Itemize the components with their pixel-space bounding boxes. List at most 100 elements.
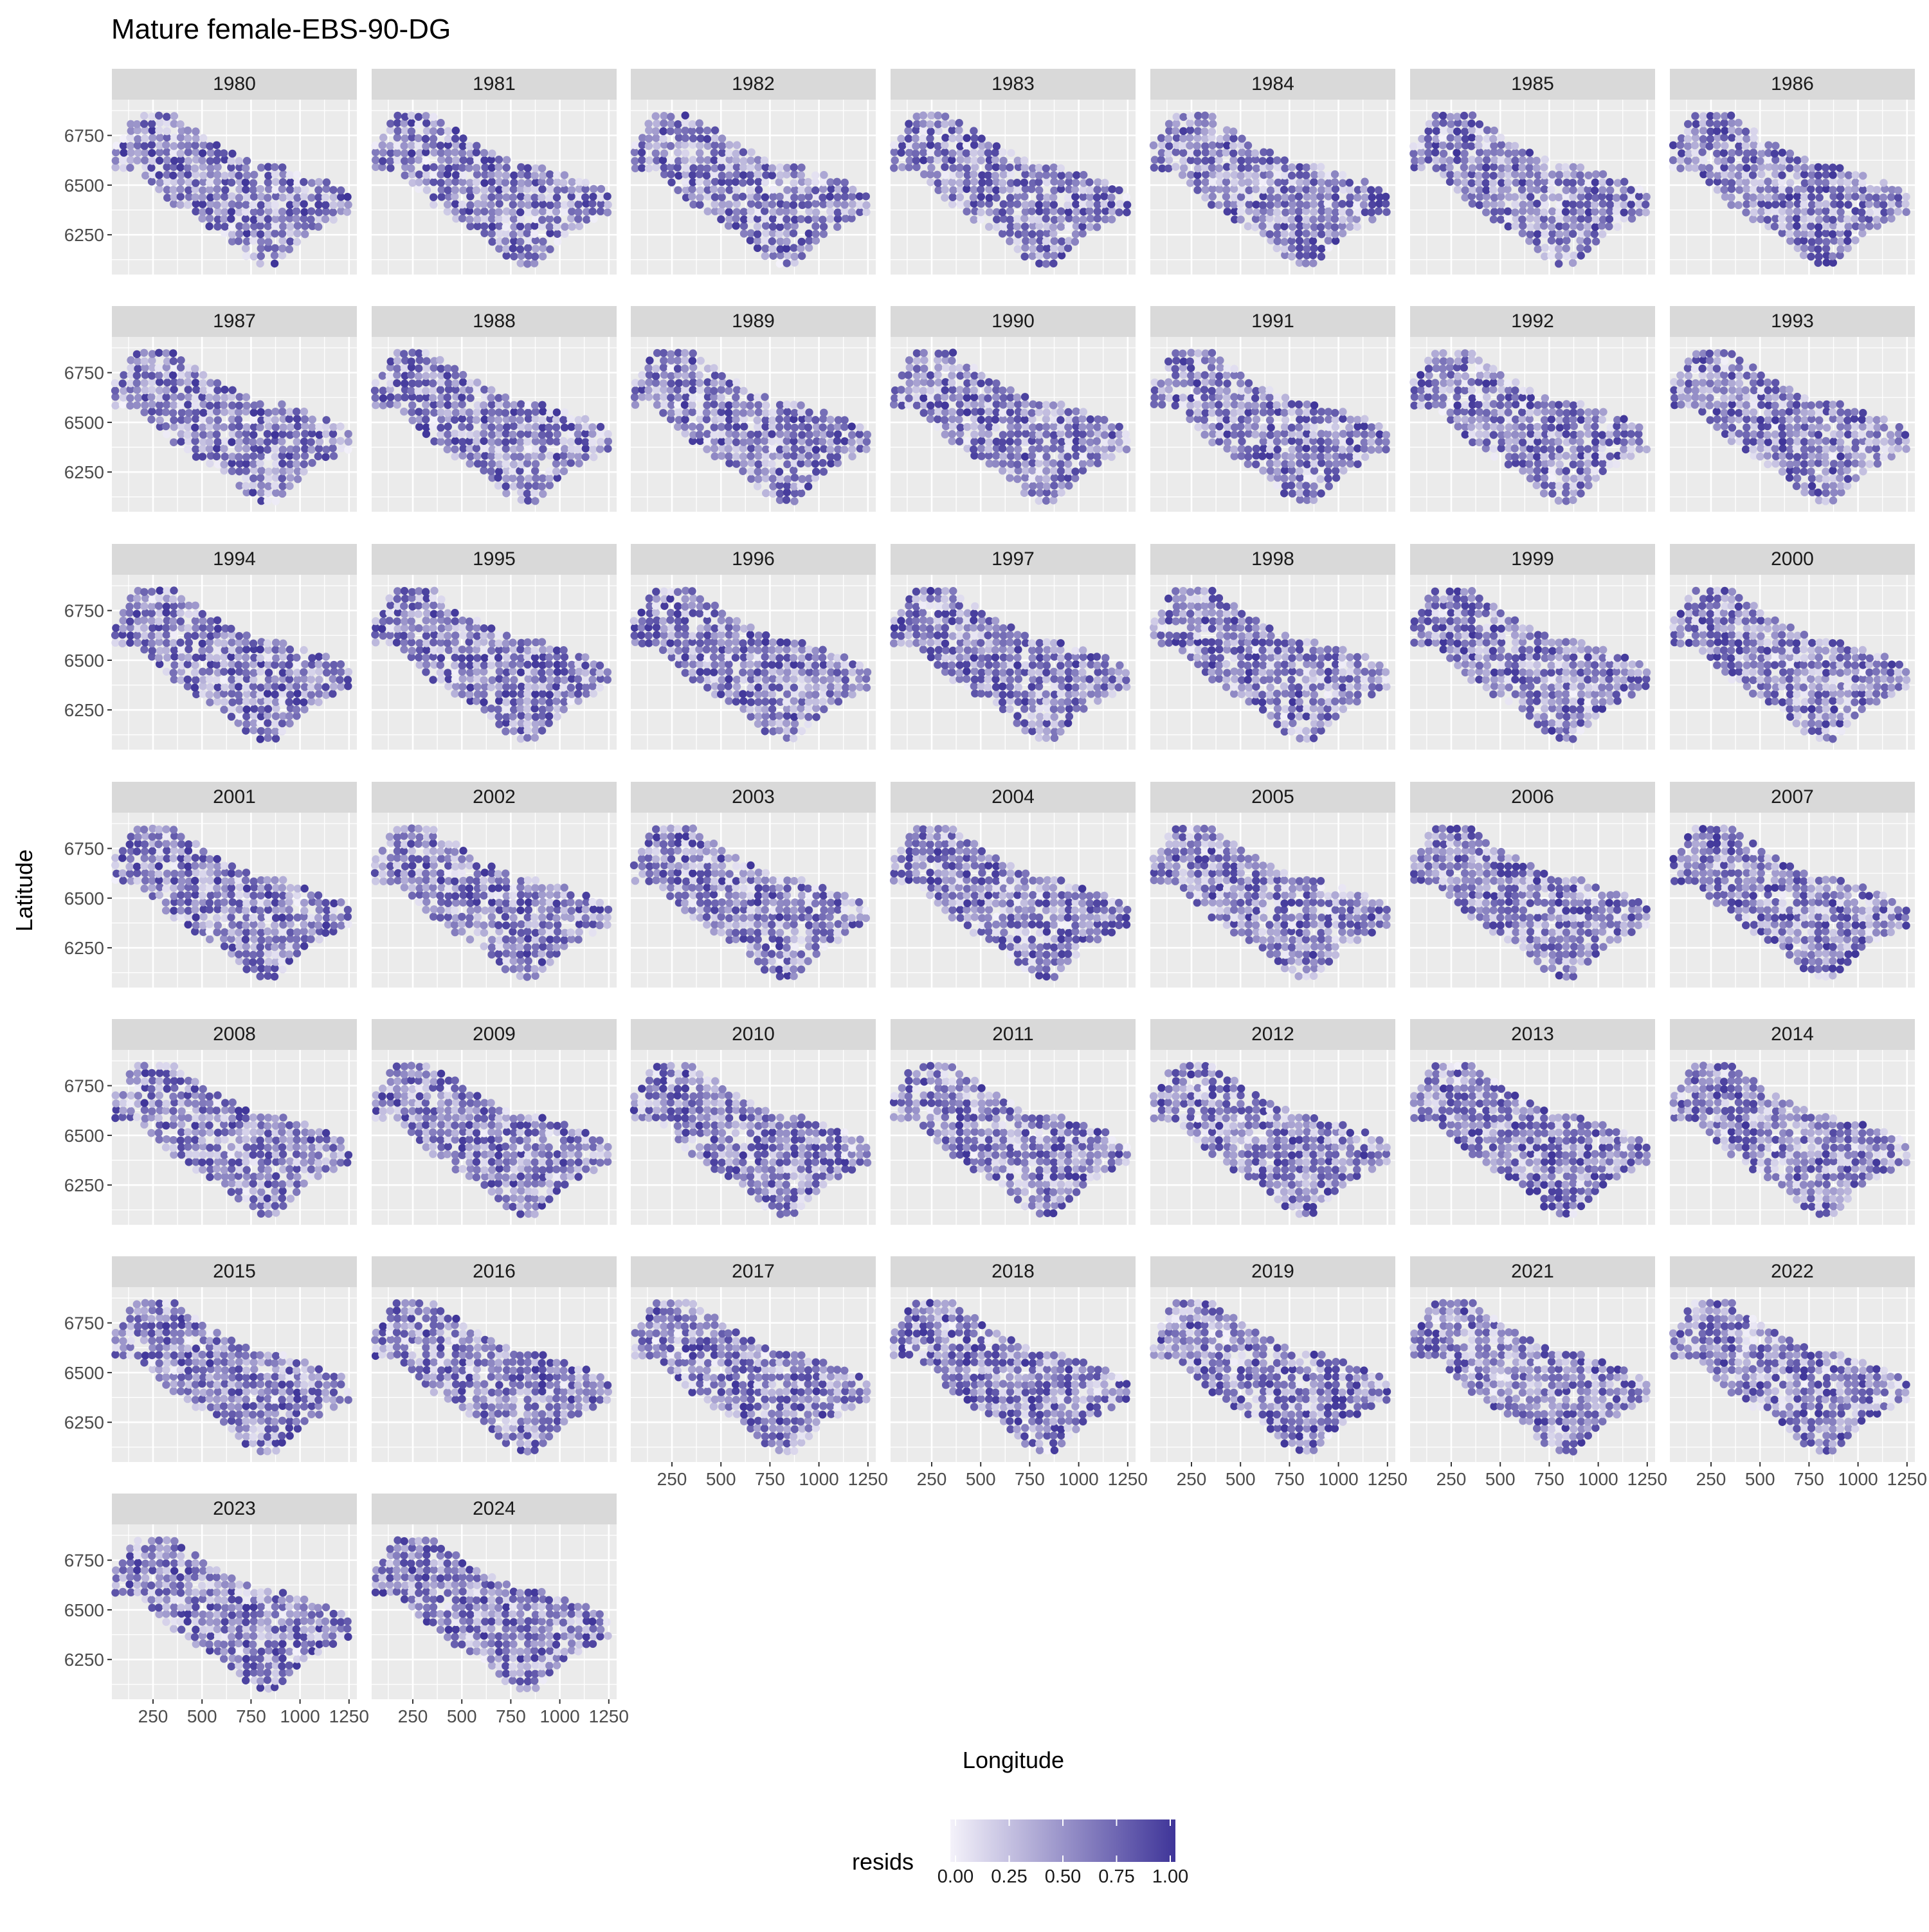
data-point <box>826 446 834 453</box>
data-point <box>776 401 784 409</box>
data-point <box>192 602 199 609</box>
data-point <box>459 172 467 179</box>
data-point <box>1224 364 1231 372</box>
data-point <box>134 365 141 372</box>
data-point <box>1021 416 1029 424</box>
data-point <box>1475 179 1483 186</box>
data-point <box>1613 437 1621 445</box>
data-point <box>1346 460 1354 467</box>
data-point <box>330 194 338 201</box>
data-point <box>1591 422 1598 430</box>
data-point <box>1483 422 1490 430</box>
data-point <box>955 415 963 423</box>
data-point <box>530 489 538 497</box>
data-point <box>1339 459 1346 467</box>
data-point <box>1325 207 1332 215</box>
data-point <box>783 215 790 223</box>
data-point <box>437 386 444 393</box>
data-point <box>444 379 452 387</box>
data-point <box>1577 408 1584 416</box>
data-point <box>811 172 819 179</box>
data-point <box>1439 349 1447 357</box>
data-point <box>1548 415 1555 423</box>
data-point <box>235 668 243 676</box>
data-point <box>256 691 264 698</box>
data-point <box>243 423 251 431</box>
data-point <box>286 222 294 230</box>
data-point <box>1498 438 1505 446</box>
data-point <box>1692 350 1700 358</box>
data-point <box>452 171 460 179</box>
data-point <box>1786 222 1793 230</box>
data-point <box>1086 223 1094 231</box>
data-point <box>762 230 770 237</box>
data-point <box>1237 430 1245 438</box>
data-point <box>1223 371 1231 379</box>
data-point <box>985 223 993 231</box>
data-point <box>206 675 213 683</box>
data-point <box>1237 164 1245 172</box>
data-point <box>1779 460 1787 467</box>
data-point <box>407 387 415 395</box>
data-point <box>1822 497 1829 505</box>
data-point <box>503 156 511 164</box>
data-point <box>1215 172 1223 179</box>
data-point <box>1078 222 1086 230</box>
data-point <box>1056 408 1064 415</box>
data-point <box>1022 460 1029 467</box>
data-point <box>1497 416 1505 424</box>
data-point <box>1251 149 1259 157</box>
data-point <box>660 401 668 408</box>
data-point <box>149 134 156 141</box>
data-point <box>1519 179 1526 186</box>
data-point <box>1194 408 1202 416</box>
data-point <box>913 349 921 357</box>
data-point <box>977 186 984 194</box>
data-point <box>660 120 667 127</box>
data-point <box>905 379 913 387</box>
data-point <box>133 350 141 358</box>
data-point <box>1158 141 1166 149</box>
data-point <box>1496 401 1504 409</box>
data-point <box>430 364 438 372</box>
data-point <box>1584 430 1592 438</box>
data-point <box>1627 452 1635 460</box>
data-point <box>1310 201 1318 208</box>
data-point <box>783 201 790 209</box>
data-point <box>1713 141 1721 149</box>
data-point <box>379 394 387 402</box>
data-point <box>992 460 999 467</box>
data-point <box>1699 156 1707 164</box>
data-point <box>547 185 554 193</box>
data-point <box>1793 453 1801 461</box>
data-point <box>1887 431 1894 438</box>
data-point <box>1541 172 1548 179</box>
data-point <box>1158 393 1166 401</box>
data-point <box>1469 200 1476 208</box>
data-point <box>1757 387 1765 395</box>
facet-panel: 1988 <box>371 306 617 512</box>
data-point <box>1273 438 1281 446</box>
data-point <box>257 252 265 260</box>
data-point <box>1879 194 1887 201</box>
data-point <box>134 357 141 365</box>
data-point <box>1605 222 1613 230</box>
data-point <box>1200 431 1208 438</box>
data-point <box>162 349 170 357</box>
data-point <box>437 408 445 416</box>
data-point <box>1229 156 1237 164</box>
data-point <box>1749 215 1757 223</box>
data-point <box>184 682 192 690</box>
data-point <box>1540 163 1548 171</box>
data-point <box>660 371 668 379</box>
data-point <box>192 401 199 409</box>
data-point <box>525 445 532 453</box>
data-point <box>948 408 956 416</box>
data-point <box>581 429 589 437</box>
data-point <box>977 379 984 387</box>
data-point <box>934 142 942 150</box>
data-point <box>1727 112 1735 120</box>
data-point <box>652 372 660 380</box>
data-point <box>401 364 408 372</box>
data-point <box>458 393 466 401</box>
